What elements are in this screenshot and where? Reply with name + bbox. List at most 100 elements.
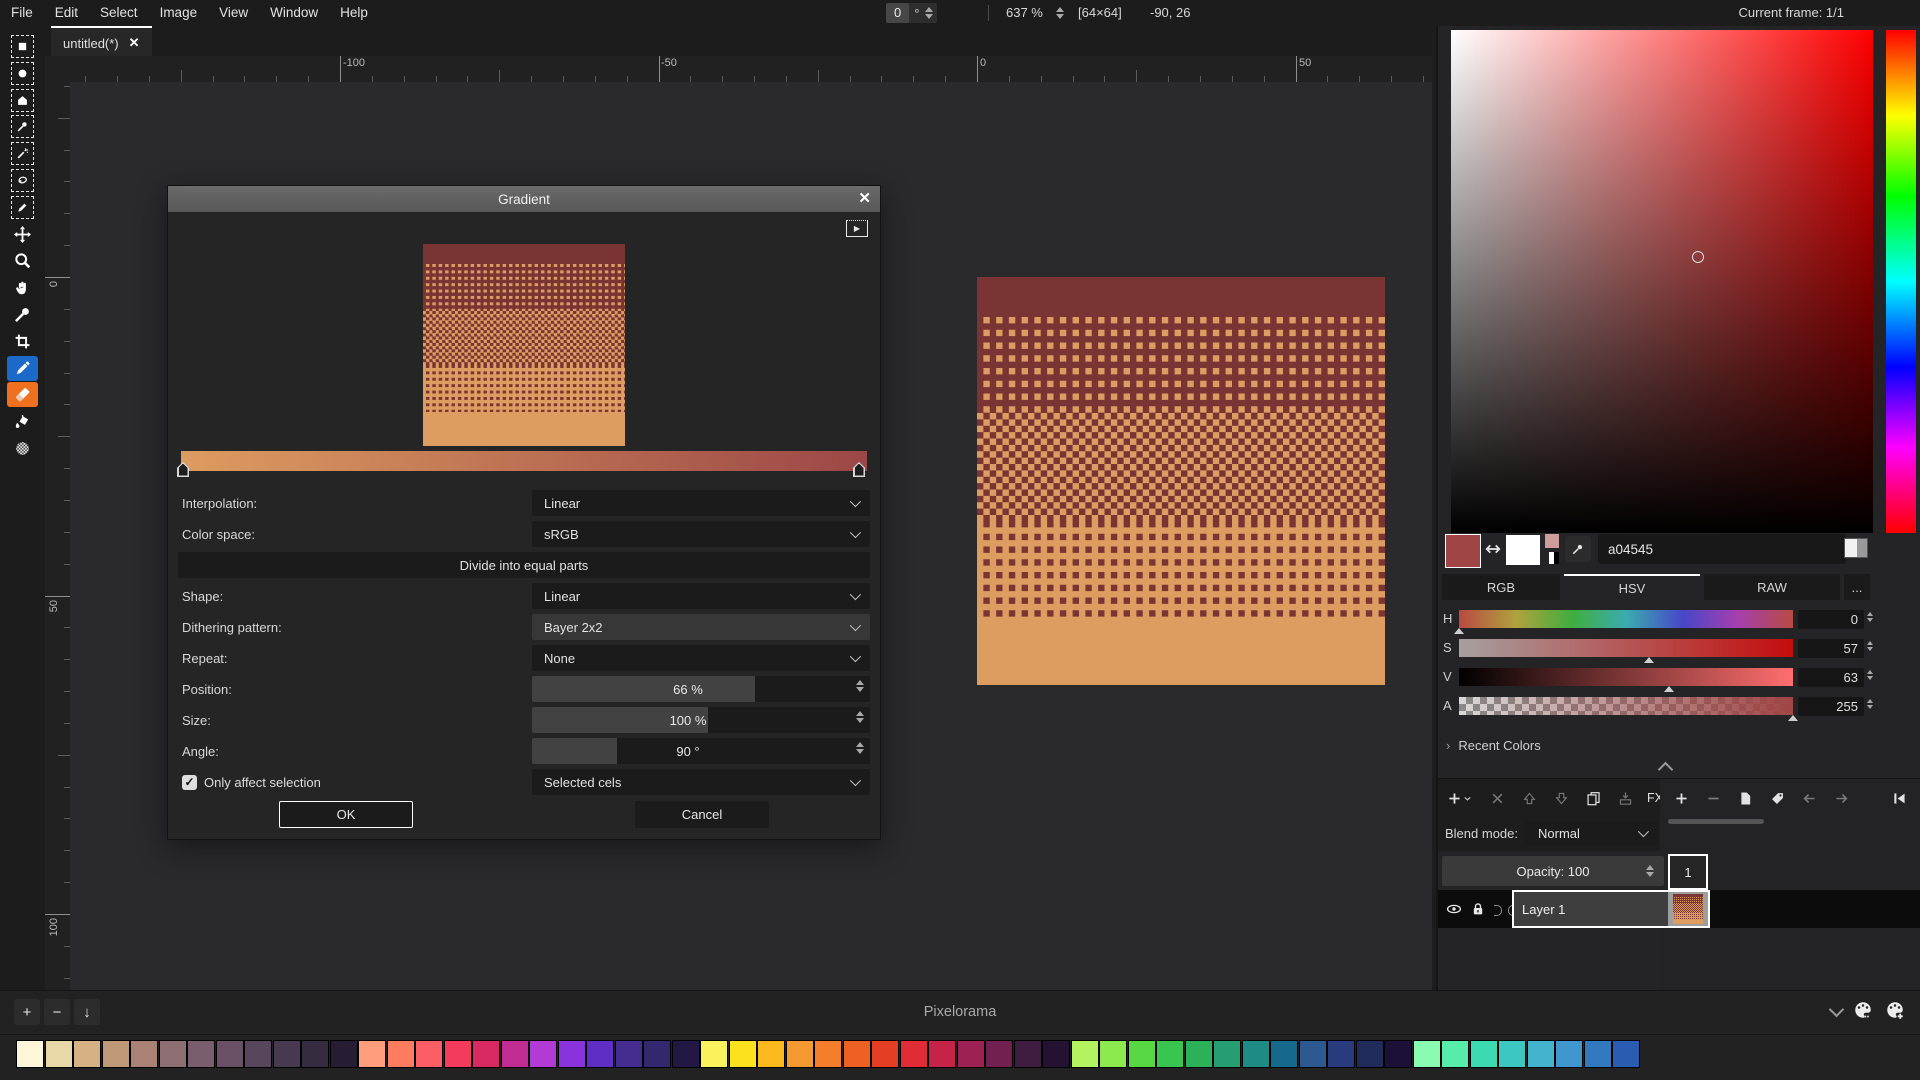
palette-swatch[interactable] — [814, 1040, 842, 1068]
palette-swatch[interactable] — [1213, 1040, 1241, 1068]
compare-colors-icon[interactable] — [1844, 538, 1868, 558]
palette-swatch[interactable] — [1156, 1040, 1184, 1068]
tool-zoom[interactable] — [7, 248, 38, 273]
palette-swatch[interactable] — [956, 1040, 985, 1068]
only-affect-selection-checkbox[interactable]: ✓ — [182, 774, 197, 790]
menu-window[interactable]: Window — [270, 5, 319, 20]
cel-link-icon[interactable] — [1494, 905, 1502, 916]
palette-swatch[interactable] — [1298, 1040, 1327, 1068]
ok-button[interactable]: OK — [279, 801, 413, 828]
palette-swatch[interactable] — [785, 1040, 814, 1068]
palette-swatch[interactable] — [1327, 1040, 1355, 1068]
palette-swatch[interactable] — [1498, 1040, 1526, 1068]
slider-spinner[interactable] — [1867, 612, 1873, 622]
palette-swatch[interactable] — [244, 1040, 272, 1068]
menu-help[interactable]: Help — [340, 5, 368, 20]
tool-magic-wand[interactable] — [7, 141, 38, 166]
menu-select[interactable]: Select — [100, 5, 138, 20]
palette-swatch[interactable] — [614, 1040, 643, 1068]
slider-value-v[interactable]: 63 — [1798, 668, 1864, 687]
tab-untitled[interactable]: untitled(*) ✕ — [51, 26, 152, 58]
sort-palette-button[interactable]: ↓ — [74, 999, 100, 1025]
palette-swatch[interactable] — [272, 1040, 301, 1068]
selected-layer-cel[interactable]: Layer 1 — [1512, 890, 1710, 928]
frame-tag-button[interactable] — [1764, 785, 1790, 811]
palette-swatch[interactable] — [586, 1040, 614, 1068]
dropdown-shape[interactable]: Linear — [532, 583, 870, 609]
layer-lock-icon[interactable] — [1470, 901, 1486, 920]
go-first-frame-button[interactable] — [1886, 785, 1912, 811]
swap-colors-icon[interactable] — [1484, 540, 1502, 561]
dropdown-colorspace[interactable]: sRGB — [532, 521, 870, 547]
menu-edit[interactable]: Edit — [54, 5, 79, 20]
current-color-swatch[interactable] — [1445, 534, 1481, 568]
palette-swatch[interactable] — [472, 1040, 500, 1068]
spin-arrows[interactable] — [856, 680, 864, 692]
slider-track-v[interactable] — [1459, 668, 1793, 692]
tool-polygon-select[interactable] — [7, 88, 38, 113]
palette-swatch[interactable] — [871, 1040, 899, 1068]
palette-swatch[interactable] — [215, 1040, 244, 1068]
palette-swatch[interactable] — [1612, 1040, 1640, 1068]
dialog-title-bar[interactable]: Gradient ✕ — [168, 186, 880, 212]
gradient-bar[interactable] — [181, 451, 867, 471]
palette-swatch[interactable] — [643, 1040, 671, 1068]
palette-swatch[interactable] — [16, 1040, 44, 1068]
palette-swatch[interactable] — [1184, 1040, 1213, 1068]
slider-spinner[interactable] — [1867, 670, 1873, 680]
spin-slider-angle[interactable]: 90 ° — [532, 738, 870, 764]
slider-spinner[interactable] — [1867, 641, 1873, 651]
palette-swatch[interactable] — [1099, 1040, 1127, 1068]
gradient-stop-right[interactable] — [853, 462, 865, 477]
collapse-chevron-icon[interactable] — [1657, 761, 1674, 778]
palette-swatch[interactable] — [130, 1040, 158, 1068]
tool-shading[interactable] — [7, 436, 38, 461]
palette-swatch[interactable] — [671, 1040, 700, 1068]
dropdown-repeat[interactable]: None — [532, 645, 870, 671]
slider-value-s[interactable]: 57 — [1798, 639, 1864, 658]
slider-cursor[interactable] — [1454, 628, 1464, 634]
palette-swatch[interactable] — [101, 1040, 130, 1068]
tool-color-picker[interactable] — [7, 302, 38, 327]
cancel-button[interactable]: Cancel — [635, 801, 769, 828]
remove-frame-button[interactable] — [1700, 785, 1726, 811]
palette-swatch[interactable] — [158, 1040, 187, 1068]
rotation-spinner[interactable] — [925, 7, 934, 19]
palette-swatch[interactable] — [985, 1040, 1013, 1068]
add-layer-button[interactable] — [1442, 785, 1478, 811]
move-layer-up-button[interactable] — [1516, 785, 1542, 811]
tab-close-icon[interactable]: ✕ — [128, 35, 140, 50]
add-swatch-button[interactable]: + — [14, 999, 40, 1025]
dropdown-affected-cels[interactable]: Selected cels — [532, 769, 870, 795]
move-frame-left-button[interactable] — [1796, 785, 1822, 811]
tool-rectangle-select[interactable] — [7, 34, 38, 59]
tool-pencil[interactable] — [7, 355, 38, 381]
slider-cursor[interactable] — [1788, 715, 1798, 721]
hue-strip[interactable] — [1886, 30, 1916, 533]
menu-file[interactable]: File — [11, 5, 33, 20]
palette-swatch[interactable] — [1355, 1040, 1384, 1068]
palette-swatch[interactable] — [329, 1040, 358, 1068]
dialog-close-icon[interactable]: ✕ — [858, 190, 871, 207]
palette-swatch[interactable] — [1583, 1040, 1612, 1068]
palette-swatch[interactable] — [1469, 1040, 1498, 1068]
cel-thumbnail-cell[interactable] — [1668, 892, 1708, 926]
palette-swatch[interactable] — [1070, 1040, 1099, 1068]
palette-swatch[interactable] — [1412, 1040, 1441, 1068]
move-layer-down-button[interactable] — [1548, 785, 1574, 811]
secondary-color-swatch[interactable] — [1506, 535, 1540, 565]
palette-swatch[interactable] — [500, 1040, 529, 1068]
tab-[interactable]: ... — [1844, 574, 1870, 600]
recent-colors-header[interactable]: › Recent Colors — [1446, 738, 1541, 753]
dropdown-ditheringpattern[interactable]: Bayer 2x2 — [532, 614, 870, 640]
merge-down-button[interactable] — [1612, 785, 1638, 811]
tool-paint-select[interactable] — [7, 195, 38, 220]
tool-pan[interactable] — [7, 275, 38, 300]
clone-frame-button[interactable] — [1732, 785, 1758, 811]
palette-swatch[interactable] — [443, 1040, 472, 1068]
layer-fx-button[interactable]: FX — [1647, 791, 1663, 805]
slider-cursor[interactable] — [1644, 657, 1655, 663]
slider-value-a[interactable]: 255 — [1798, 697, 1864, 716]
palette-swatch[interactable] — [415, 1040, 443, 1068]
slider-cursor[interactable] — [1664, 686, 1675, 692]
